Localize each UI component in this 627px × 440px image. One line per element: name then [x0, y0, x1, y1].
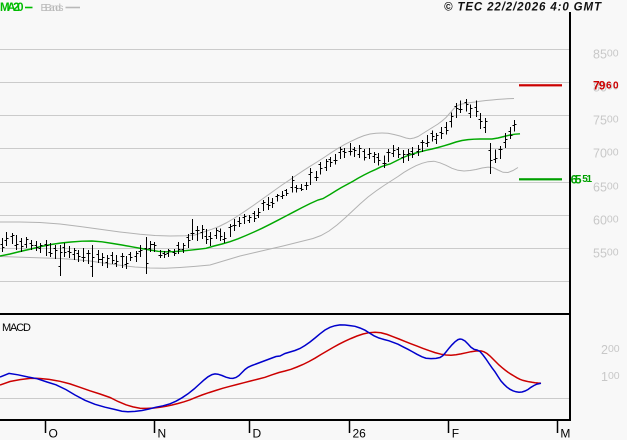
svg-text:M: M: [560, 427, 570, 440]
svg-text:60: 60: [606, 80, 619, 91]
svg-text:BBands: BBands: [41, 2, 64, 14]
svg-text:6000: 6000: [593, 214, 619, 228]
svg-text:F: F: [452, 427, 459, 440]
svg-text:© TEC 22/2/2026 4:0 GMT: © TEC 22/2/2026 4:0 GMT: [444, 2, 602, 14]
svg-text:8500: 8500: [593, 48, 619, 62]
svg-text:100: 100: [601, 370, 620, 384]
svg-text:6500: 6500: [593, 181, 619, 195]
svg-text:200: 200: [601, 343, 620, 357]
svg-text:65: 65: [571, 172, 582, 186]
svg-text:O: O: [49, 427, 58, 440]
svg-text:MA20: MA20: [0, 2, 24, 14]
svg-text:7500: 7500: [593, 114, 619, 128]
svg-text:MACD: MACD: [2, 322, 31, 334]
svg-text:5500: 5500: [593, 247, 619, 261]
svg-text:D: D: [253, 427, 262, 440]
svg-text:7000: 7000: [593, 147, 619, 161]
svg-text:N: N: [158, 427, 167, 440]
svg-text:26: 26: [353, 427, 367, 440]
svg-text:8000: 8000: [593, 81, 619, 95]
svg-text:51: 51: [582, 174, 592, 185]
svg-text:79: 79: [593, 79, 606, 93]
